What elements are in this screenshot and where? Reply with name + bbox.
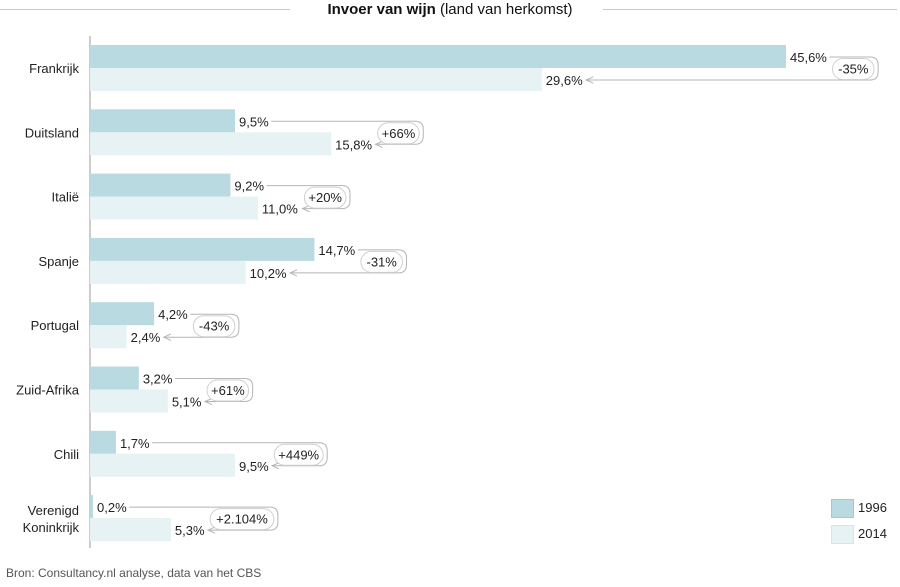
value-label-1996-1: 9,5% <box>239 114 269 129</box>
legend-label-2014: 2014 <box>858 526 887 541</box>
change-arrow-6 <box>152 442 328 466</box>
bar-2014-3 <box>90 260 246 284</box>
legend-swatch-2014 <box>831 525 854 544</box>
category-label-5: Zuid-Afrika <box>16 383 80 398</box>
chart-title-bold: Invoer van wijn <box>327 1 436 18</box>
change-bubble-4 <box>192 315 236 338</box>
change-label-5: +61% <box>211 383 245 398</box>
category-label-3: Spanje <box>39 254 79 269</box>
bar-2014-6 <box>90 453 235 477</box>
value-label-1996-2: 9,2% <box>234 179 264 194</box>
value-label-1996-5: 3,2% <box>143 372 173 387</box>
change-bubble-0 <box>832 58 875 80</box>
bar-2014-7 <box>90 518 171 542</box>
change-label-1: +66% <box>382 126 416 141</box>
bar-2014-1 <box>90 132 332 156</box>
category-label-7-line-2: Koninkrijk <box>23 520 80 535</box>
value-label-2014-0: 29,6% <box>546 73 583 88</box>
bar-1996-0 <box>90 45 786 68</box>
change-label-3: -31% <box>366 254 397 269</box>
category-label-0: Frankrijk <box>29 61 79 76</box>
change-bubble-2 <box>303 186 347 209</box>
bar-2014-2 <box>90 196 258 220</box>
legend-swatch-1996 <box>831 499 854 518</box>
value-label-2014-4: 2,4% <box>131 330 161 345</box>
title-rule-left <box>0 9 290 10</box>
change-label-7: +2.104% <box>216 512 268 527</box>
change-label-4: -43% <box>199 319 230 334</box>
value-label-1996-6: 1,7% <box>120 436 150 451</box>
bar-1996-1 <box>90 109 235 133</box>
bar-1996-4 <box>90 302 155 326</box>
change-arrow-5 <box>175 378 254 402</box>
value-label-2014-6: 9,5% <box>239 459 269 474</box>
value-label-1996-7: 0,2% <box>97 500 127 515</box>
change-arrow-2 <box>266 185 351 209</box>
chart-title: Invoer van wijn (land van herkomst) <box>300 0 600 20</box>
title-rule-right <box>603 9 897 10</box>
value-label-1996-3: 14,7% <box>318 243 355 258</box>
legend-label-1996: 1996 <box>858 500 887 515</box>
value-label-2014-2: 11,0% <box>262 202 298 217</box>
chart-title-rest: (land van herkomst) <box>435 1 573 18</box>
change-label-0: -35% <box>838 62 869 77</box>
change-arrow-4 <box>164 313 240 337</box>
value-label-2014-7: 5,3% <box>175 523 205 538</box>
change-label-2: +20% <box>308 190 342 205</box>
value-label-2014-3: 10,2% <box>250 266 287 281</box>
change-arrow-7 <box>129 506 279 530</box>
change-bubble-6 <box>273 443 324 466</box>
category-label-1: Duitsland <box>25 125 79 140</box>
bar-2014-4 <box>90 325 127 349</box>
change-arrow-1 <box>271 120 424 144</box>
change-bubble-1 <box>377 122 420 145</box>
bar-1996-6 <box>90 430 116 454</box>
category-label-2: Italië <box>52 190 79 205</box>
bar-1996-3 <box>90 237 315 261</box>
change-bubble-3 <box>360 250 403 273</box>
change-arrow-0 <box>586 56 879 80</box>
change-arrow-3 <box>290 249 407 273</box>
bar-2014-0 <box>90 68 542 91</box>
source-note: Bron: Consultancy.nl analyse, data van h… <box>6 566 262 580</box>
bar-1996-2 <box>90 173 231 197</box>
category-label-6: Chili <box>54 447 79 462</box>
bar-1996-7 <box>90 495 94 519</box>
value-label-1996-0: 45,6% <box>790 50 827 65</box>
value-label-2014-5: 5,1% <box>172 395 202 410</box>
bar-2014-5 <box>90 389 168 413</box>
change-label-6: +449% <box>278 447 319 462</box>
change-bubble-7 <box>209 508 275 531</box>
value-label-2014-1: 15,8% <box>335 137 372 152</box>
change-bubble-5 <box>206 379 250 402</box>
category-label-7-line-1: Verenigd <box>28 503 79 518</box>
category-label-4: Portugal <box>31 318 80 333</box>
bar-1996-5 <box>90 366 139 390</box>
value-label-1996-4: 4,2% <box>158 307 188 322</box>
